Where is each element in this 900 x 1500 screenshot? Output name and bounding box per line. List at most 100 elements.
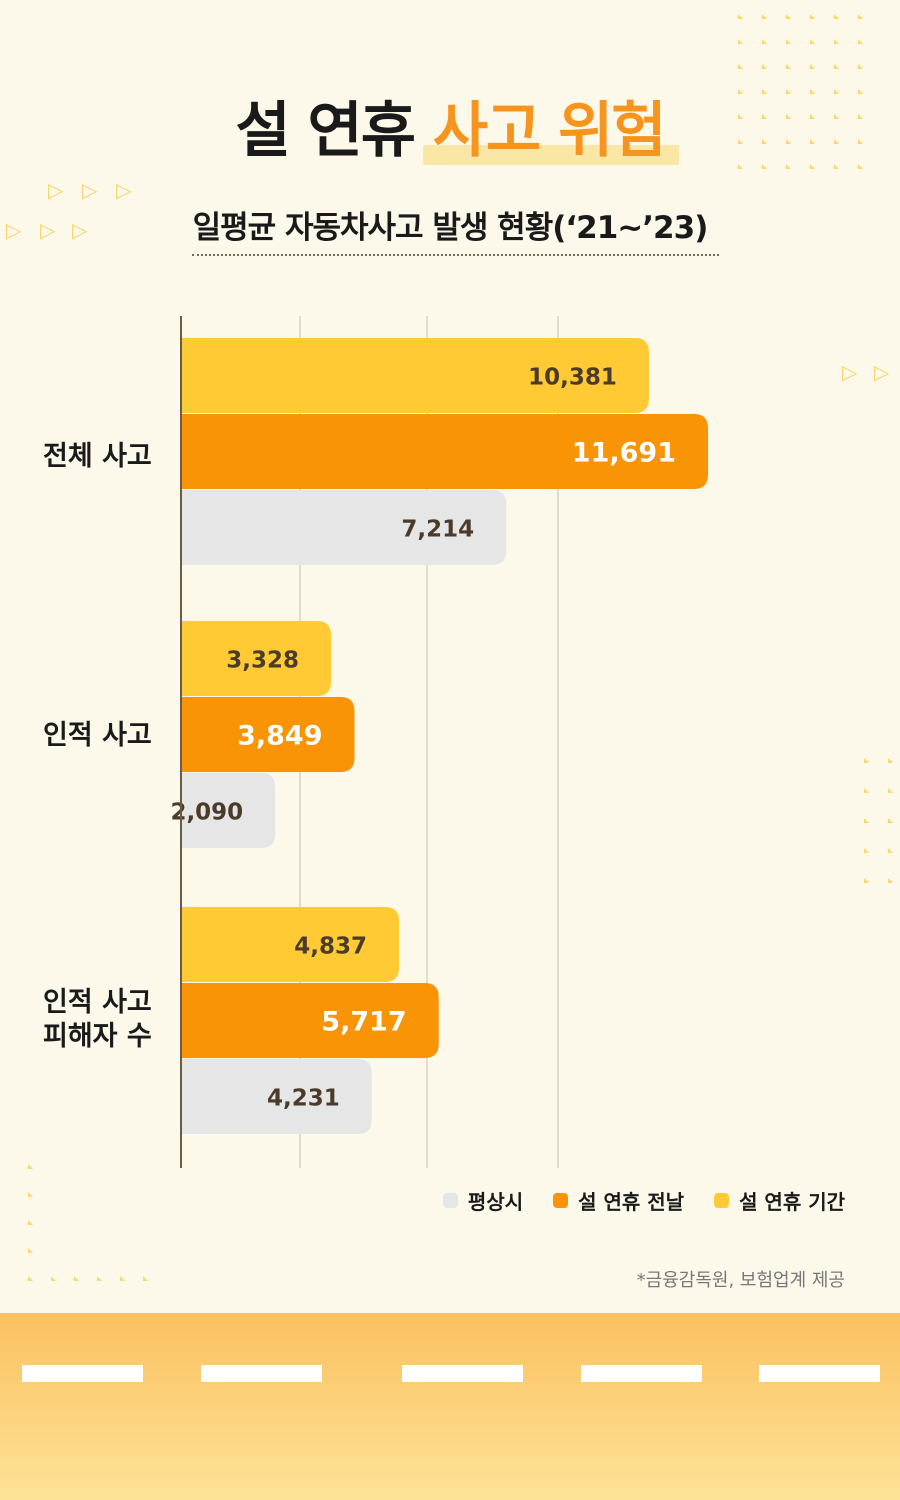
decorative-triangle-icon: [738, 89, 743, 94]
decorative-triangle-icon: ▷: [82, 178, 98, 202]
decorative-triangle-icon: [762, 139, 767, 144]
bar-value-label: 4,231: [267, 1086, 340, 1112]
road-lane-mark: [201, 1365, 322, 1382]
decorative-triangle-icon: [74, 1276, 79, 1281]
decorative-triangle-icon: [834, 139, 839, 144]
decorative-triangle-icon: [858, 14, 863, 19]
decorative-triangle-icon: [888, 818, 893, 823]
decorative-triangle-icon: [97, 1276, 102, 1281]
decorative-triangle-icon: [143, 1276, 148, 1281]
decorative-triangle-icon: [834, 164, 839, 169]
decorative-triangle-icon: ▷: [72, 218, 88, 242]
decorative-triangle-icon: [762, 14, 767, 19]
decorative-triangle-icon: [834, 14, 839, 19]
bar-value-label: 4,837: [294, 934, 367, 960]
decorative-triangle-icon: [858, 89, 863, 94]
bar-holiday: [181, 338, 649, 413]
decorative-triangle-icon: [738, 114, 743, 119]
road-lane-mark: [581, 1365, 702, 1382]
decorative-triangle-icon: [858, 139, 863, 144]
decorative-triangle-icon: ▷: [6, 218, 22, 242]
chart-legend: 평상시 설 연휴 전날 설 연휴 기간: [442, 1186, 845, 1215]
category-label: 전체 사고: [43, 441, 152, 472]
bar-eve: [181, 414, 708, 489]
decorative-triangle-icon: [864, 878, 869, 883]
decorative-triangle-icon: ▷: [40, 218, 56, 242]
decorative-triangle-icon: [810, 164, 815, 169]
decorative-triangle-icon: [786, 14, 791, 19]
decorative-triangle-icon: [786, 139, 791, 144]
decorative-triangle-icon: [762, 64, 767, 69]
legend-label-normal: 평상시: [467, 1190, 524, 1214]
decorative-triangle-icon: [810, 139, 815, 144]
road-lane-mark: [402, 1365, 523, 1382]
decorative-triangle-icon: [786, 89, 791, 94]
decorative-triangle-icon: [858, 114, 863, 119]
decorative-triangle-icon: [762, 89, 767, 94]
decorative-triangle-icon: [834, 39, 839, 44]
decorative-triangle-icon: [864, 818, 869, 823]
legend-label-holiday: 설 연휴 기간: [739, 1190, 845, 1214]
road-decoration: [0, 1313, 900, 1500]
source-note: *금융감독원, 보험업계 제공: [636, 1270, 845, 1291]
decorative-triangle-icon: [810, 64, 815, 69]
decorative-triangle-icon: ▷: [48, 178, 64, 202]
bar-value-label: 2,090: [170, 800, 243, 826]
bar-value-label: 11,691: [572, 438, 676, 469]
decorative-triangle-icon: [864, 758, 869, 763]
decorative-triangle-icon: [120, 1276, 125, 1281]
decorative-triangle-icon: [834, 114, 839, 119]
legend-item-normal: 평상시: [442, 1186, 524, 1215]
legend-swatch-normal: [442, 1193, 458, 1208]
bar-normal: [181, 490, 507, 565]
decorative-triangle-icon: [864, 788, 869, 793]
road-lane-mark: [22, 1365, 143, 1382]
decorative-triangle-icon: [786, 164, 791, 169]
decorative-triangle-icon: [28, 1276, 33, 1281]
decorative-triangle-icon: [738, 64, 743, 69]
page-title: 설 연휴 사고 위험: [0, 82, 900, 169]
title-part-2: 사고 위험: [432, 96, 667, 166]
bar-value-label: 7,214: [401, 517, 474, 543]
decorative-triangle-icon: [888, 848, 893, 853]
decorative-triangle-icon: [762, 39, 767, 44]
decorative-triangle-icon: [858, 164, 863, 169]
decorative-triangle-icon: [762, 114, 767, 119]
bar-eve: [181, 697, 355, 772]
decorative-triangle-icon: [888, 758, 893, 763]
legend-item-eve: 설 연휴 전날: [553, 1186, 684, 1215]
decorative-triangle-icon: [810, 39, 815, 44]
title-part-1: 설 연휴: [235, 96, 415, 166]
decorative-triangle-icon: [834, 89, 839, 94]
decorative-triangle-icon: ▷: [116, 178, 132, 202]
legend-swatch-eve: [553, 1193, 569, 1208]
legend-label-eve: 설 연휴 전날: [578, 1190, 685, 1214]
decorative-triangle-icon: [28, 1164, 33, 1169]
decorative-triangle-icon: [28, 1248, 33, 1253]
decorative-triangle-icon: [738, 139, 743, 144]
decorative-triangle-icon: [888, 788, 893, 793]
decorative-triangle-icon: [810, 89, 815, 94]
decorative-triangle-icon: [834, 64, 839, 69]
bar-value-label: 3,328: [226, 648, 299, 674]
chart-subtitle: 일평균 자동차사고 발생 현황(‘21~’23): [192, 210, 709, 246]
decorative-triangle-icon: [738, 39, 743, 44]
title-part-2-highlight: 사고 위험: [422, 82, 679, 169]
decorative-triangle-icon: ▷: [842, 360, 858, 384]
decorative-triangle-icon: [51, 1276, 56, 1281]
decorative-triangle-icon: [786, 114, 791, 119]
bar-value-label: 3,849: [237, 721, 322, 752]
bar-holiday: [181, 907, 400, 982]
decorative-triangle-icon: [738, 164, 743, 169]
decorative-triangle-icon: [858, 39, 863, 44]
bar-eve: [181, 983, 439, 1058]
bar-value-label: 5,717: [321, 1007, 406, 1038]
decorative-triangle-icon: [738, 14, 743, 19]
decorative-triangle-icon: [786, 64, 791, 69]
decorative-triangle-icon: [864, 848, 869, 853]
decorative-triangle-icon: [810, 14, 815, 19]
decorative-triangle-icon: [810, 114, 815, 119]
bar-normal: [181, 1059, 372, 1134]
decorative-triangle-icon: [28, 1192, 33, 1197]
